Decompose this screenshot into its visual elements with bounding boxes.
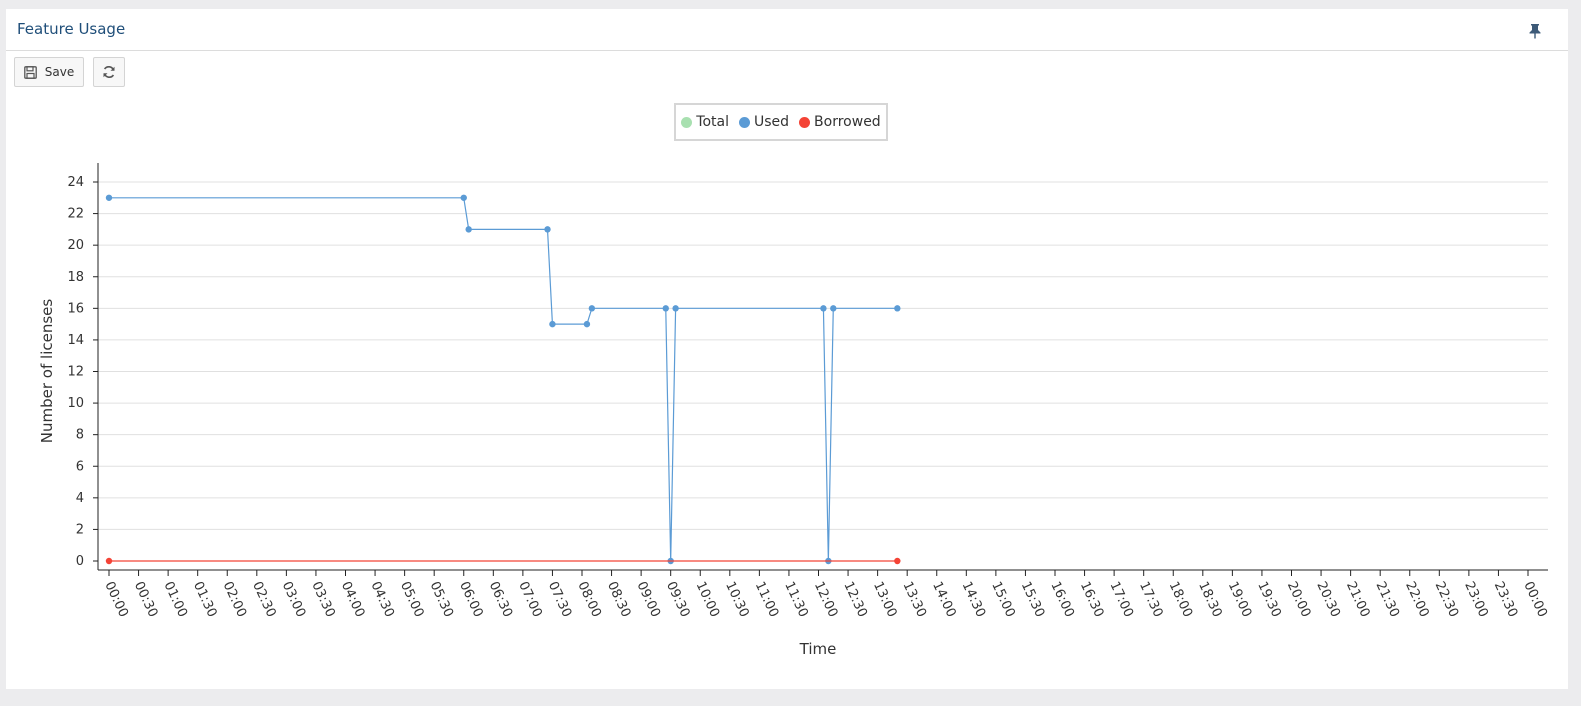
y-tick-label: 24 xyxy=(67,175,84,190)
refresh-icon xyxy=(103,66,115,78)
y-tick-label: 20 xyxy=(67,238,84,253)
data-point-borrowed xyxy=(105,557,113,565)
pin-icon[interactable] xyxy=(1528,23,1542,39)
y-tick-label: 0 xyxy=(76,554,84,569)
x-tick-label: 18:00 xyxy=(1166,579,1195,619)
y-axis-title: Number of licenses xyxy=(38,299,56,444)
x-tick-label: 21:30 xyxy=(1373,579,1402,619)
x-tick-label: 00:30 xyxy=(131,579,160,619)
x-tick-label: 19:30 xyxy=(1254,579,1283,619)
x-tick-label: 09:30 xyxy=(663,579,692,619)
x-tick-label: 03:30 xyxy=(308,579,337,619)
x-tick-label: 04:00 xyxy=(338,579,367,619)
x-tick-label: 14:00 xyxy=(929,579,958,619)
x-tick-label: 08:30 xyxy=(604,579,633,619)
data-point-used xyxy=(830,305,837,312)
x-axis-title: Time xyxy=(799,640,837,658)
x-tick-label: 02:30 xyxy=(249,579,278,619)
x-tick-label: 06:00 xyxy=(456,579,485,619)
chart-legend: Total Used Borrowed xyxy=(674,103,888,141)
x-tick-label: 17:00 xyxy=(1106,579,1135,619)
legend-label-used: Used xyxy=(754,114,790,130)
legend-label-borrowed: Borrowed xyxy=(814,114,881,130)
x-tick-label: 20:30 xyxy=(1313,579,1342,619)
x-tick-label: 22:30 xyxy=(1432,579,1461,619)
x-tick-label: 10:00 xyxy=(693,579,722,619)
x-tick-label: 14:30 xyxy=(959,579,988,619)
x-tick-label: 15:30 xyxy=(1018,579,1047,619)
x-tick-label: 10:30 xyxy=(722,579,751,619)
legend-swatch-used xyxy=(739,116,750,128)
panel-header: Feature Usage xyxy=(6,9,1568,51)
x-tick-label: 06:30 xyxy=(486,579,515,619)
legend-swatch-borrowed xyxy=(799,116,811,128)
legend-label-total: Total xyxy=(696,114,729,130)
x-tick-label: 16:00 xyxy=(1047,579,1076,619)
legend-item-total[interactable]: Total xyxy=(681,114,729,130)
floppy-disk-icon xyxy=(23,65,37,79)
series-line-used xyxy=(109,197,898,562)
y-tick-label: 16 xyxy=(67,301,84,316)
y-tick-label: 6 xyxy=(76,459,84,474)
x-tick-label: 00:00 xyxy=(1520,579,1549,619)
data-point-used xyxy=(544,226,551,233)
save-button-label: Save xyxy=(44,65,75,79)
y-tick-label: 14 xyxy=(67,333,84,348)
x-tick-label: 03:00 xyxy=(279,579,308,619)
x-tick-label: 09:00 xyxy=(633,579,662,619)
x-tick-label: 07:00 xyxy=(515,579,544,619)
x-tick-label: 00:00 xyxy=(101,579,130,619)
legend-item-used[interactable]: Used xyxy=(739,114,789,130)
x-tick-label: 12:30 xyxy=(840,579,869,619)
x-tick-label: 11:00 xyxy=(752,579,781,619)
data-point-used xyxy=(583,320,591,328)
data-point-used xyxy=(588,305,596,312)
x-tick-label: 22:00 xyxy=(1402,579,1431,619)
data-point-used xyxy=(672,305,679,312)
x-tick-label: 11:30 xyxy=(781,579,810,619)
data-point-used xyxy=(460,194,467,201)
y-tick-label: 22 xyxy=(67,207,84,222)
refresh-button[interactable] xyxy=(93,57,125,87)
x-tick-label: 18:30 xyxy=(1195,579,1224,619)
y-tick-label: 4 xyxy=(76,491,84,506)
x-tick-label: 16:30 xyxy=(1077,579,1106,619)
data-point-used xyxy=(549,320,556,328)
data-point-used xyxy=(662,305,669,312)
x-tick-label: 13:30 xyxy=(900,579,929,619)
x-tick-label: 07:30 xyxy=(545,579,574,619)
panel-title: Feature Usage xyxy=(17,20,126,38)
legend-item-borrowed[interactable]: Borrowed xyxy=(799,114,881,130)
x-tick-label: 01:30 xyxy=(190,579,219,619)
y-tick-label: 2 xyxy=(76,522,84,537)
x-tick-label: 05:00 xyxy=(397,579,426,619)
x-tick-label: 08:00 xyxy=(574,579,603,619)
feature-usage-panel: Feature Usage Save Total xyxy=(6,9,1568,689)
data-point-used xyxy=(465,226,472,233)
y-tick-label: 12 xyxy=(67,365,84,380)
y-tick-label: 18 xyxy=(67,270,84,285)
legend-swatch-total xyxy=(681,116,693,128)
x-tick-label: 23:00 xyxy=(1461,579,1490,619)
x-tick-label: 20:00 xyxy=(1284,579,1313,619)
y-tick-label: 10 xyxy=(67,396,84,411)
data-point-borrowed xyxy=(894,557,901,565)
x-tick-label: 17:30 xyxy=(1136,579,1165,619)
data-point-used xyxy=(105,194,113,201)
x-tick-label: 15:00 xyxy=(988,579,1017,619)
x-tick-label: 23:30 xyxy=(1491,579,1520,619)
x-tick-label: 05:30 xyxy=(427,579,456,619)
x-tick-label: 01:00 xyxy=(160,579,189,619)
x-tick-label: 19:00 xyxy=(1225,579,1254,619)
x-tick-label: 02:00 xyxy=(220,579,249,619)
x-tick-label: 21:00 xyxy=(1343,579,1372,619)
y-tick-label: 8 xyxy=(76,428,84,443)
save-button[interactable]: Save xyxy=(14,57,84,87)
x-tick-label: 13:00 xyxy=(870,579,899,619)
data-point-used xyxy=(894,305,901,312)
data-point-used xyxy=(820,305,827,312)
x-tick-label: 12:00 xyxy=(811,579,840,619)
x-tick-label: 04:30 xyxy=(367,579,396,619)
